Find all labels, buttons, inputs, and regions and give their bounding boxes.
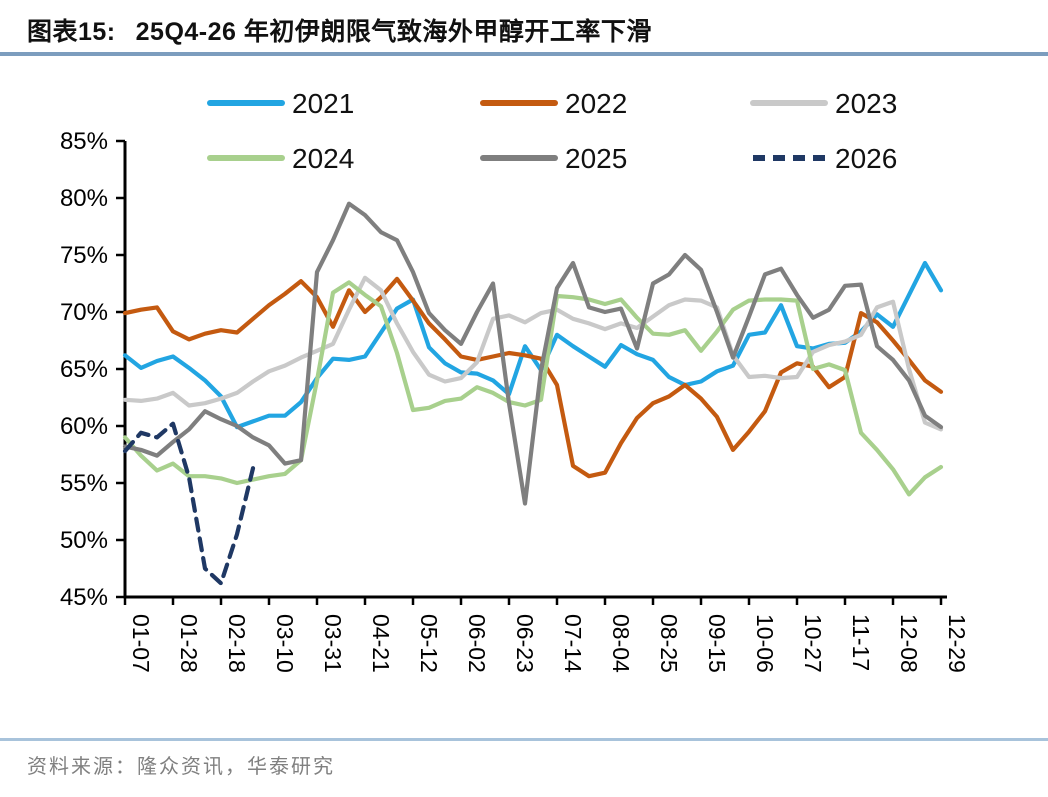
x-tick-label: 06-23 (512, 614, 538, 673)
x-tick-label: 12-08 (896, 614, 922, 673)
series-line-2025 (122, 201, 944, 506)
legend-label-2024: 2024 (292, 143, 354, 174)
axes (123, 141, 947, 599)
y-tick-label: 60% (60, 413, 108, 440)
series-line-2024 (122, 280, 944, 497)
y-tick-label: 45% (60, 584, 108, 611)
legend-item-2022: 2022 (480, 88, 627, 119)
legend-label-2026: 2026 (835, 143, 897, 174)
x-tick-label: 03-10 (272, 614, 298, 673)
y-tick-label: 80% (60, 185, 108, 212)
x-tick-label: 01-07 (128, 614, 154, 673)
series-line-2023 (122, 275, 944, 432)
x-tick-label: 04-21 (368, 614, 394, 673)
x-tick-label: 10-27 (800, 614, 826, 673)
x-tick-label: 08-04 (608, 614, 634, 673)
y-tick-label: 65% (60, 356, 108, 383)
chart-title-text: 25Q4-26 年初伊朗限气致海外甲醇开工率下滑 (135, 18, 652, 46)
legend-item-2021: 2021 (207, 88, 354, 119)
x-tick-label: 02-18 (224, 614, 250, 673)
x-tick-label: 03-31 (320, 614, 346, 673)
legend-label-2025: 2025 (565, 143, 627, 174)
legend-item-2024: 2024 (207, 143, 354, 174)
title-divider (0, 52, 1048, 56)
x-tick-label: 05-12 (416, 614, 442, 673)
legend-item-2025: 2025 (480, 143, 627, 174)
y-tick-label: 75% (60, 242, 108, 269)
legend-label-2022: 2022 (565, 88, 627, 119)
chart-title-prefix: 图表15: (27, 18, 116, 46)
y-tick-label: 85% (60, 128, 108, 155)
x-tick-label: 12-29 (944, 614, 970, 673)
legend-item-2026: 2026 (753, 143, 897, 174)
legend-label-2023: 2023 (835, 88, 897, 119)
x-tick-label: 06-02 (464, 614, 490, 673)
footer-divider (0, 738, 1048, 741)
x-tick-label: 01-28 (176, 614, 202, 673)
x-tick-label: 10-06 (752, 614, 778, 673)
x-tick-label: 11-17 (848, 614, 874, 671)
source-note: 资料来源：隆众资讯，华泰研究 (27, 756, 335, 778)
series-line-2026 (122, 421, 256, 586)
chart-title: 图表15: 25Q4-26 年初伊朗限气致海外甲醇开工率下滑 (27, 12, 1027, 48)
x-tick-label: 08-25 (656, 614, 682, 673)
y-tick-label: 70% (60, 299, 108, 326)
legend-label-2021: 2021 (292, 88, 354, 119)
y-tick-label: 50% (60, 527, 108, 554)
x-tick-label: 07-14 (560, 614, 586, 673)
x-tick-label: 09-15 (704, 614, 730, 673)
legend-item-2023: 2023 (750, 88, 897, 119)
y-tick-label: 55% (60, 470, 108, 497)
